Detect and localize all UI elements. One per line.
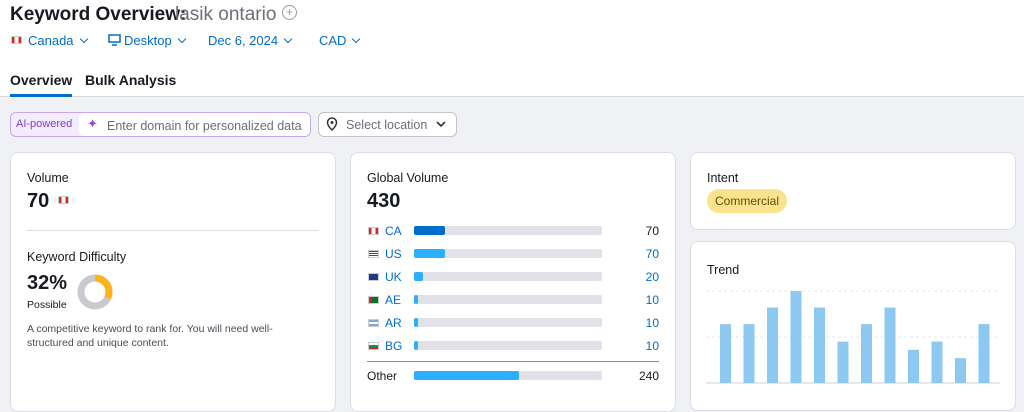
flag-icon: [368, 342, 379, 350]
volume-card: [10, 152, 336, 412]
trend-bar: [955, 358, 966, 383]
difficulty-description: A competitive keyword to rank for. You w…: [27, 323, 273, 349]
flag-icon: [368, 250, 379, 258]
volume-bar: [414, 371, 519, 380]
volume-value: 70: [27, 190, 50, 212]
volume-bar: [414, 318, 419, 327]
bar-track: [414, 226, 602, 235]
intent-chip: Commercial: [707, 189, 788, 213]
country-label: CA: [385, 224, 402, 238]
tab-overview[interactable]: Overview: [10, 72, 73, 88]
chevron-icon: [436, 121, 446, 128]
country-value: 240: [638, 369, 659, 383]
trend-bar: [720, 324, 731, 383]
pin-icon: [326, 117, 338, 132]
difficulty-label: Keyword Difficulty: [27, 250, 127, 264]
intent-label: Intent: [707, 171, 739, 185]
country-value: 10: [645, 293, 659, 307]
volume-bar: [414, 341, 419, 350]
flag-icon: [58, 196, 69, 204]
device-filter[interactable]: Desktop: [124, 33, 185, 48]
bar-track: [414, 318, 602, 327]
donut-arc: [77, 274, 113, 310]
desktop-icon: [108, 34, 121, 46]
trend-bar: [978, 324, 990, 383]
volume-label: Volume: [27, 171, 69, 185]
trend-bar: [908, 349, 919, 383]
bar-track: [414, 249, 602, 258]
country-label: AE: [385, 293, 402, 307]
flag-icon: [368, 273, 379, 281]
volume-bar: [414, 295, 419, 304]
country-label: US: [385, 247, 402, 261]
tab-bulk-analysis[interactable]: Bulk Analysis: [85, 72, 177, 88]
global-volume-card: [350, 152, 676, 412]
trend-bar: [767, 307, 778, 383]
country-value: 70: [645, 224, 659, 238]
ai-badge: AI-powered: [16, 118, 73, 130]
location-placeholder: Select location: [346, 118, 428, 132]
flag-icon: [368, 296, 379, 304]
flag-icon: [368, 227, 379, 235]
header-bar: [0, 0, 1024, 97]
trend-bar: [743, 324, 755, 383]
country-label: UK: [385, 270, 402, 284]
divider: [367, 361, 659, 362]
trend-bar: [861, 324, 872, 383]
difficulty-value: 32%: [27, 272, 68, 294]
global-volume-label: Global Volume: [367, 171, 449, 185]
trend-bar: [931, 341, 943, 383]
volume-bar: [414, 249, 445, 258]
location-select[interactable]: [318, 112, 457, 137]
flag-icon: [11, 36, 22, 44]
page-title: Keyword Overview:: [10, 4, 187, 25]
divider: [27, 230, 319, 231]
country-label: Other: [367, 369, 398, 383]
bar-track: [414, 272, 602, 281]
global-volume-value: 430: [367, 190, 401, 212]
country-value: 10: [645, 316, 659, 330]
currency-filter[interactable]: CAD: [319, 33, 359, 48]
add-keyword-button[interactable]: +: [282, 5, 297, 20]
country-label: BG: [385, 339, 403, 353]
trend-bar: [790, 291, 802, 383]
volume-bar: [414, 226, 445, 235]
bar-track: [414, 295, 602, 304]
country-value: 10: [645, 339, 659, 353]
trend-chart: [706, 290, 1000, 384]
difficulty-donut: [77, 274, 113, 310]
sparkle-icon: ✦: [87, 116, 98, 131]
difficulty-level: Possible: [27, 299, 67, 311]
trend-bar: [814, 307, 825, 383]
country-label: AR: [385, 316, 402, 330]
trend-label: Trend: [707, 263, 740, 277]
country-filter[interactable]: Canada: [28, 33, 87, 48]
keyword: lasik ontario: [175, 4, 277, 25]
bar-track: [414, 341, 602, 350]
volume-bar: [414, 272, 423, 281]
trend-bar: [837, 341, 849, 383]
active-tab-indicator: [10, 94, 72, 97]
domain-placeholder: Enter domain for personalized data: [107, 119, 302, 133]
country-value: 70: [645, 247, 659, 261]
flag-icon: [368, 319, 379, 327]
country-value: 20: [645, 270, 659, 284]
date-filter[interactable]: Dec 6, 2024: [208, 33, 291, 48]
domain-input[interactable]: [79, 113, 310, 136]
trend-bar: [884, 307, 896, 383]
